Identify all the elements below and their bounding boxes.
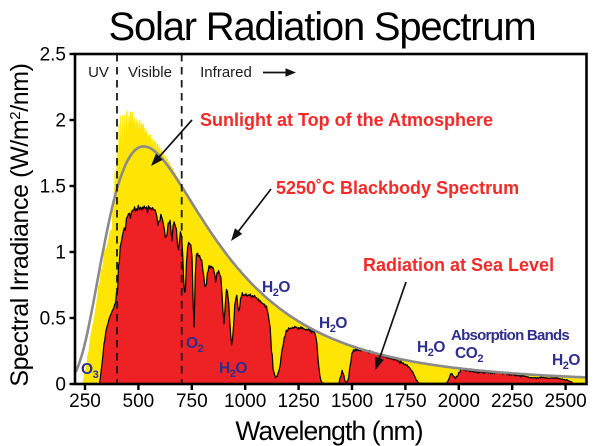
svg-text:Sunlight at Top of the Atmosph: Sunlight at Top of the Atmosphere — [200, 110, 493, 130]
svg-text:Infrared: Infrared — [200, 64, 252, 81]
svg-text:Spectral Irradiance (W/m2/nm): Spectral Irradiance (W/m2/nm) — [6, 63, 34, 386]
svg-text:2.5: 2.5 — [40, 45, 66, 66]
svg-text:2000: 2000 — [438, 391, 480, 412]
svg-text:2250: 2250 — [491, 391, 533, 412]
svg-text:Wavelength (nm): Wavelength (nm) — [235, 416, 422, 446]
svg-text:Solar Radiation Spectrum: Solar Radiation Spectrum — [109, 5, 536, 49]
svg-text:2500: 2500 — [544, 391, 586, 412]
svg-text:Absorption Bands: Absorption Bands — [451, 327, 569, 344]
svg-text:CO2: CO2 — [455, 345, 483, 365]
svg-text:1000: 1000 — [224, 391, 266, 412]
svg-text:250: 250 — [69, 391, 101, 412]
svg-text:1250: 1250 — [277, 391, 319, 412]
svg-text:H2O: H2O — [262, 279, 290, 299]
svg-text:500: 500 — [123, 391, 155, 412]
svg-text:750: 750 — [176, 391, 208, 412]
svg-text:UV: UV — [88, 64, 109, 81]
svg-text:5250˚C Blackbody Spectrum: 5250˚C Blackbody Spectrum — [276, 178, 519, 198]
svg-text:0: 0 — [55, 375, 66, 396]
svg-text:Visible: Visible — [128, 64, 172, 81]
svg-text:H2O: H2O — [319, 315, 347, 335]
svg-text:1: 1 — [55, 243, 66, 264]
svg-text:0.5: 0.5 — [40, 309, 66, 330]
svg-text:2: 2 — [55, 111, 66, 132]
svg-text:1750: 1750 — [384, 391, 426, 412]
svg-text:H2O: H2O — [417, 339, 445, 359]
svg-text:H2O: H2O — [552, 352, 580, 372]
svg-text:1.5: 1.5 — [40, 177, 66, 198]
svg-text:1500: 1500 — [331, 391, 373, 412]
svg-text:Radiation at Sea Level: Radiation at Sea Level — [363, 255, 554, 275]
svg-text:H2O: H2O — [219, 360, 247, 380]
